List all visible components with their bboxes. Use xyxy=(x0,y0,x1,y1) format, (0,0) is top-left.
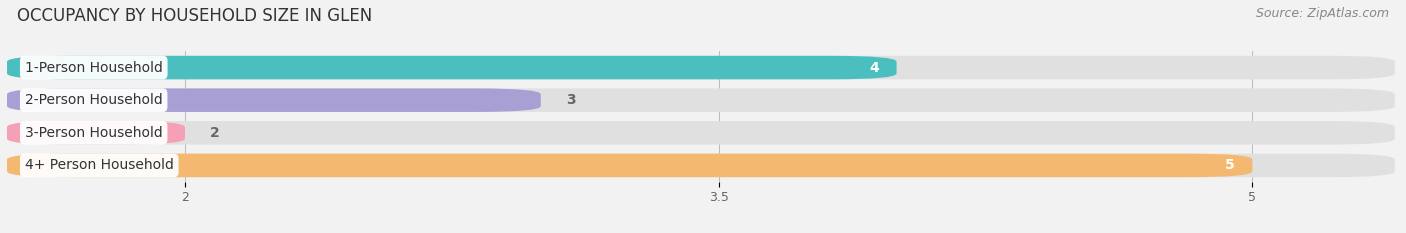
Text: 4+ Person Household: 4+ Person Household xyxy=(25,158,174,172)
Text: Source: ZipAtlas.com: Source: ZipAtlas.com xyxy=(1256,7,1389,20)
Text: OCCUPANCY BY HOUSEHOLD SIZE IN GLEN: OCCUPANCY BY HOUSEHOLD SIZE IN GLEN xyxy=(17,7,373,25)
FancyBboxPatch shape xyxy=(7,56,897,79)
FancyBboxPatch shape xyxy=(7,121,1395,144)
FancyBboxPatch shape xyxy=(7,154,1395,177)
FancyBboxPatch shape xyxy=(7,121,186,144)
FancyBboxPatch shape xyxy=(7,89,541,112)
FancyBboxPatch shape xyxy=(7,89,1395,112)
Text: 5: 5 xyxy=(1225,158,1234,172)
Text: 2: 2 xyxy=(209,126,219,140)
Text: 1-Person Household: 1-Person Household xyxy=(25,61,163,75)
Text: 4: 4 xyxy=(869,61,879,75)
Text: 2-Person Household: 2-Person Household xyxy=(25,93,163,107)
Text: 3: 3 xyxy=(565,93,575,107)
FancyBboxPatch shape xyxy=(7,154,1253,177)
FancyBboxPatch shape xyxy=(7,56,1395,79)
Text: 3-Person Household: 3-Person Household xyxy=(25,126,163,140)
